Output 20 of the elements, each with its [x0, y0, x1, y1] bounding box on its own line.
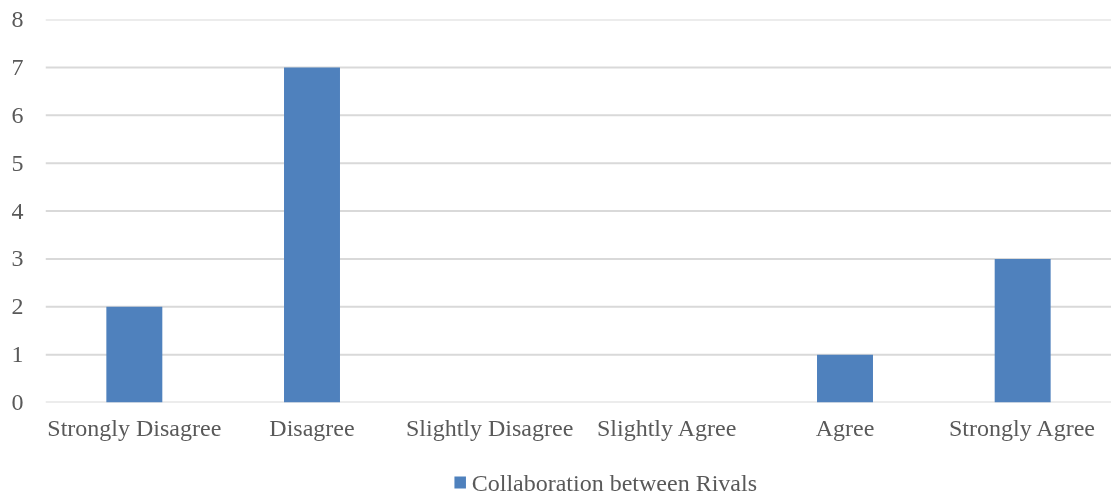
bar	[994, 258, 1051, 403]
x-tick-label: Disagree	[269, 414, 355, 441]
bar	[284, 67, 340, 403]
y-tick-label: 1	[11, 341, 24, 368]
x-tick-label: Agree	[815, 414, 875, 441]
y-tick-label: 3	[11, 245, 24, 272]
y-tick-label: 4	[11, 197, 24, 224]
y-tick-label: 8	[11, 6, 24, 32]
x-tick-label: Slightly Disagree	[406, 414, 574, 441]
legend-label: Collaboration between Rivals	[471, 469, 757, 495]
y-tick-label: 5	[11, 149, 24, 176]
x-tick-label: Strongly Disagree	[47, 414, 222, 441]
y-tick-label: 2	[11, 293, 24, 320]
bar	[106, 306, 163, 403]
bar	[817, 354, 873, 403]
x-tick-label: Strongly Agree	[949, 414, 1095, 441]
x-tick-label: Slightly Agree	[597, 414, 737, 441]
y-tick-label: 7	[11, 53, 24, 80]
y-tick-label: 6	[11, 101, 24, 128]
y-tick-label: 0	[11, 389, 24, 415]
